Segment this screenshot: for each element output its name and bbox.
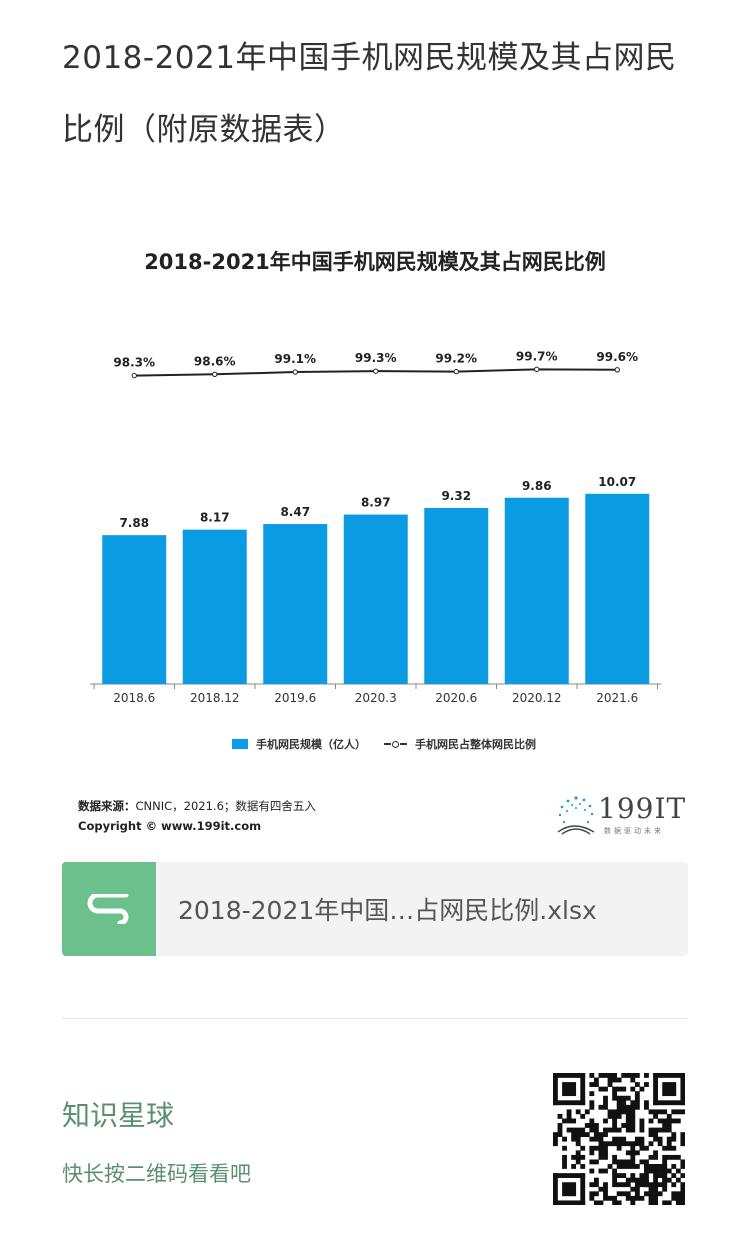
chart: 7.88 2018.6 8.17 2018.12 8.47 2019.6 8.97 2020.… (90, 349, 662, 705)
x-tick-label: 2018.12 (190, 691, 240, 705)
bar-2020.12 (504, 497, 569, 684)
x-tick-label: 2020.3 (355, 691, 397, 705)
x-tick-label: 2020.6 (435, 691, 477, 705)
line-label: 98.6% (194, 354, 236, 368)
line-label: 99.6% (596, 350, 638, 364)
line-point (292, 369, 298, 375)
logo-text: 199IT (598, 792, 687, 825)
divider (62, 1018, 688, 1019)
line-label: 99.2% (435, 352, 477, 366)
x-tick-label: 2021.6 (596, 691, 638, 705)
bar-label: 9.86 (522, 479, 552, 493)
line-point (453, 368, 459, 375)
source-label: 数据来源： (78, 799, 136, 813)
knowledge-planet-title: 知识星球 (62, 1099, 175, 1132)
qr-code-icon[interactable] (553, 1073, 685, 1205)
bar-label: 8.97 (361, 496, 391, 510)
line-label: 99.7% (516, 349, 558, 363)
line-point (131, 372, 137, 379)
chart-legend: 手机网民规模（亿人） 手机网民占整体网民比例 (232, 736, 536, 752)
knowledge-planet-subtitle: 快长按二维码看看吧 (62, 1162, 251, 1186)
file-attachment[interactable]: 2018-2021年中国…占网民比例.xlsx (62, 862, 688, 956)
bar-2020.6 (424, 507, 489, 684)
line-label: 99.1% (274, 352, 316, 366)
bar-label: 10.07 (598, 475, 636, 489)
bar-2021.6 (585, 493, 650, 684)
bar-2019.6 (263, 524, 328, 684)
copyright-text: Copyright © www.199it.com (78, 819, 262, 833)
legend-line-marker (384, 740, 407, 748)
legend-line-label: 手机网民占整体网民比例 (415, 738, 536, 751)
bar-label: 7.88 (119, 516, 149, 530)
x-tick-label: 2020.12 (512, 691, 562, 705)
line-point (212, 371, 218, 378)
bar-label: 9.32 (441, 489, 471, 503)
line-point (614, 367, 620, 373)
chart-title: 2018-2021年中国手机网民规模及其占网民比例 (144, 250, 606, 274)
x-tick-label: 2018.6 (113, 691, 155, 705)
dandelion-icon (557, 796, 595, 835)
spreadsheet-s-icon (62, 862, 156, 956)
bar-2018.12 (182, 529, 247, 684)
bar-2018.6 (102, 535, 167, 684)
page-title: 2018-2021年中国手机网民规模及其占网民比例（附原数据表） (62, 40, 677, 148)
line-point (534, 366, 540, 373)
line-point (373, 368, 379, 374)
source-text: CNNIC，2021.6；数据有四舍五入 (135, 799, 316, 813)
legend-bar-swatch (232, 739, 248, 749)
logo-subtitle: 数据驱动未来 (604, 827, 664, 835)
chart-source: 数据来源：CNNIC，2021.6；数据有四舍五入 Copyright © ww… (78, 796, 316, 836)
line-label: 99.3% (355, 351, 397, 365)
legend-bar-label: 手机网民规模（亿人） (256, 738, 366, 751)
199it-logo: 199IT 数据驱动未来 (554, 792, 687, 836)
x-tick-label: 2019.6 (274, 691, 316, 705)
chart-image: 2018-2021年中国手机网民规模及其占网民比例 7.88 2018.6 8.17… (62, 220, 688, 850)
bar-2020.3 (343, 514, 408, 684)
file-name: 2018-2021年中国…占网民比例.xlsx (178, 896, 597, 925)
line-label: 98.3% (113, 356, 155, 370)
bar-label: 8.17 (200, 511, 230, 525)
bar-label: 8.47 (280, 505, 310, 519)
